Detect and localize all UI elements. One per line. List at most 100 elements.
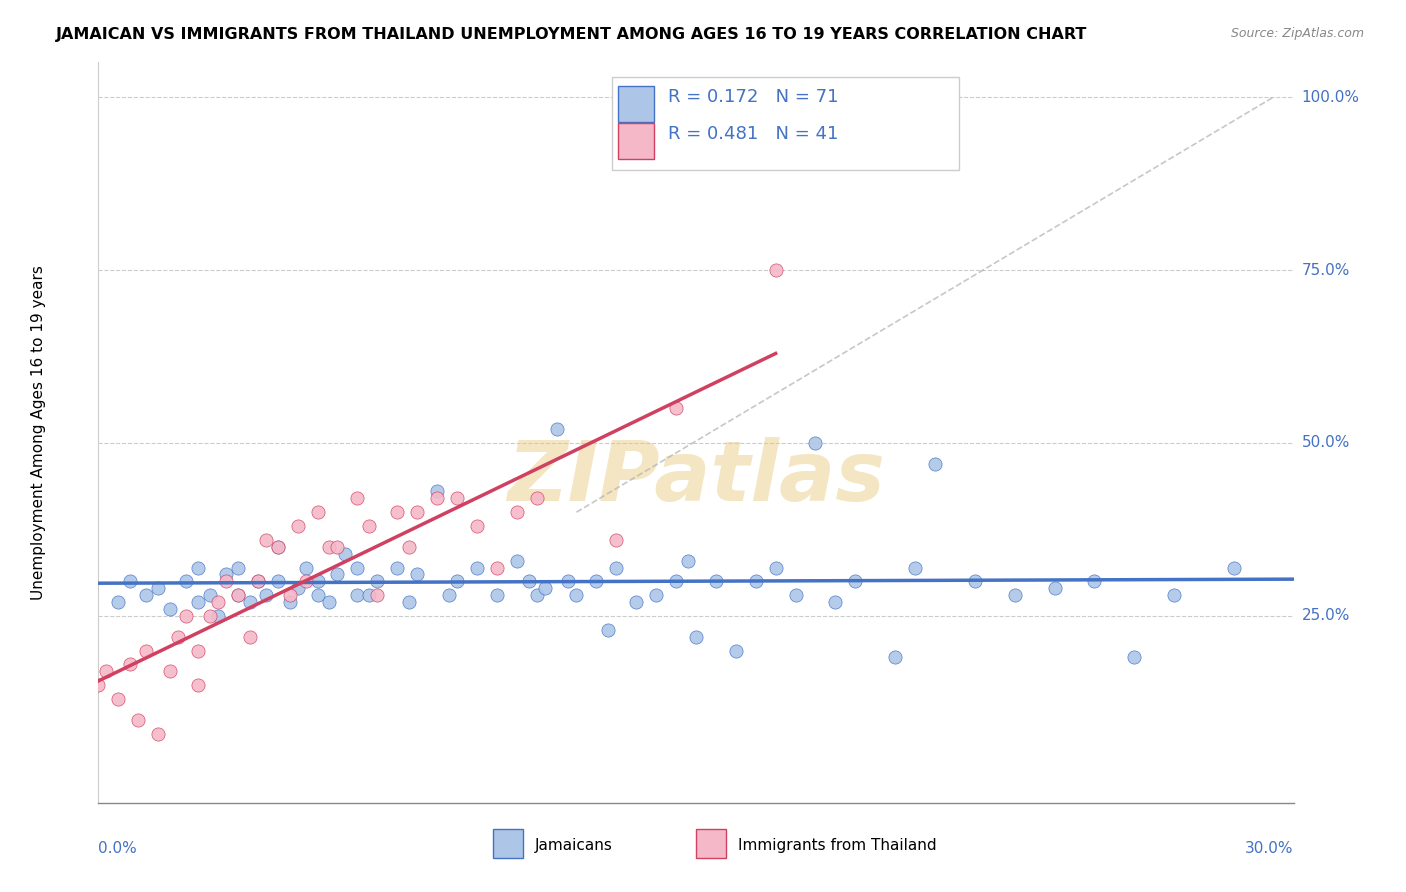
Text: 0.0%: 0.0% [98,841,138,855]
Point [398,540,420,554]
Point [226,588,249,602]
FancyBboxPatch shape [619,86,654,121]
Point [526,588,548,602]
Point [704,574,727,589]
Text: Unemployment Among Ages 16 to 19 years: Unemployment Among Ages 16 to 19 years [31,265,46,600]
Text: JAMAICAN VS IMMIGRANTS FROM THAILAND UNEMPLOYMENT AMONG AGES 16 TO 19 YEARS CORR: JAMAICAN VS IMMIGRANTS FROM THAILAND UNE… [56,27,1088,42]
Point [215,567,238,582]
Text: Source: ZipAtlas.com: Source: ZipAtlas.com [1230,27,1364,40]
Point [485,560,508,574]
Point [745,574,768,589]
Point [765,263,787,277]
Point [294,574,316,589]
Point [406,505,429,519]
Point [366,574,388,589]
Point [359,519,381,533]
FancyBboxPatch shape [613,78,959,169]
Point [526,491,548,506]
Text: 30.0%: 30.0% [1246,841,1294,855]
Point [546,422,568,436]
Point [215,574,238,589]
Point [246,574,269,589]
Point [254,588,277,602]
Point [187,643,209,657]
Point [665,401,688,416]
Point [239,595,262,609]
Point [1223,560,1246,574]
Text: 75.0%: 75.0% [1302,262,1350,277]
Point [207,595,229,609]
Point [278,588,301,602]
Point [226,588,249,602]
Point [346,560,368,574]
Point [446,574,468,589]
Point [107,692,129,706]
Point [207,609,229,624]
Point [267,540,290,554]
Point [533,582,555,596]
FancyBboxPatch shape [696,829,725,858]
Text: 25.0%: 25.0% [1302,608,1350,624]
Point [278,595,301,609]
Point [366,588,388,602]
Point [506,554,529,568]
Point [120,574,142,589]
Point [785,588,807,602]
Point [318,540,340,554]
Point [307,588,329,602]
Point [187,560,209,574]
Point [437,588,460,602]
Point [676,554,699,568]
Point [406,567,429,582]
FancyBboxPatch shape [494,829,523,858]
Point [598,623,620,637]
Point [804,436,827,450]
Point [127,713,149,727]
Point [557,574,579,589]
Point [159,602,181,616]
Point [645,588,668,602]
Point [326,567,349,582]
Text: Immigrants from Thailand: Immigrants from Thailand [738,838,936,853]
Point [446,491,468,506]
Point [267,574,290,589]
Point [465,560,488,574]
Point [198,588,221,602]
Point [174,574,197,589]
Point [307,574,329,589]
Point [1004,588,1026,602]
Point [517,574,540,589]
Point [239,630,262,644]
Point [159,665,181,679]
Point [346,588,368,602]
Point [287,582,309,596]
Point [844,574,866,589]
Point [174,609,197,624]
Text: R = 0.481   N = 41: R = 0.481 N = 41 [668,125,839,144]
Point [385,560,409,574]
Point [87,678,110,692]
Point [426,491,449,506]
Text: 50.0%: 50.0% [1302,435,1350,450]
Point [346,491,368,506]
Point [724,643,747,657]
Point [107,595,129,609]
Point [824,595,846,609]
Point [287,519,309,533]
Point [187,595,209,609]
Text: Jamaicans: Jamaicans [534,838,613,853]
Text: ZIPatlas: ZIPatlas [508,436,884,517]
Point [1043,582,1066,596]
Point [1163,588,1185,602]
Point [135,588,157,602]
Point [924,457,946,471]
Point [585,574,607,589]
Point [565,588,588,602]
Point [254,533,277,547]
Point [359,588,381,602]
Point [426,484,449,499]
Point [605,533,627,547]
Text: 100.0%: 100.0% [1302,89,1360,104]
Text: R = 0.172   N = 71: R = 0.172 N = 71 [668,88,839,106]
Point [318,595,340,609]
